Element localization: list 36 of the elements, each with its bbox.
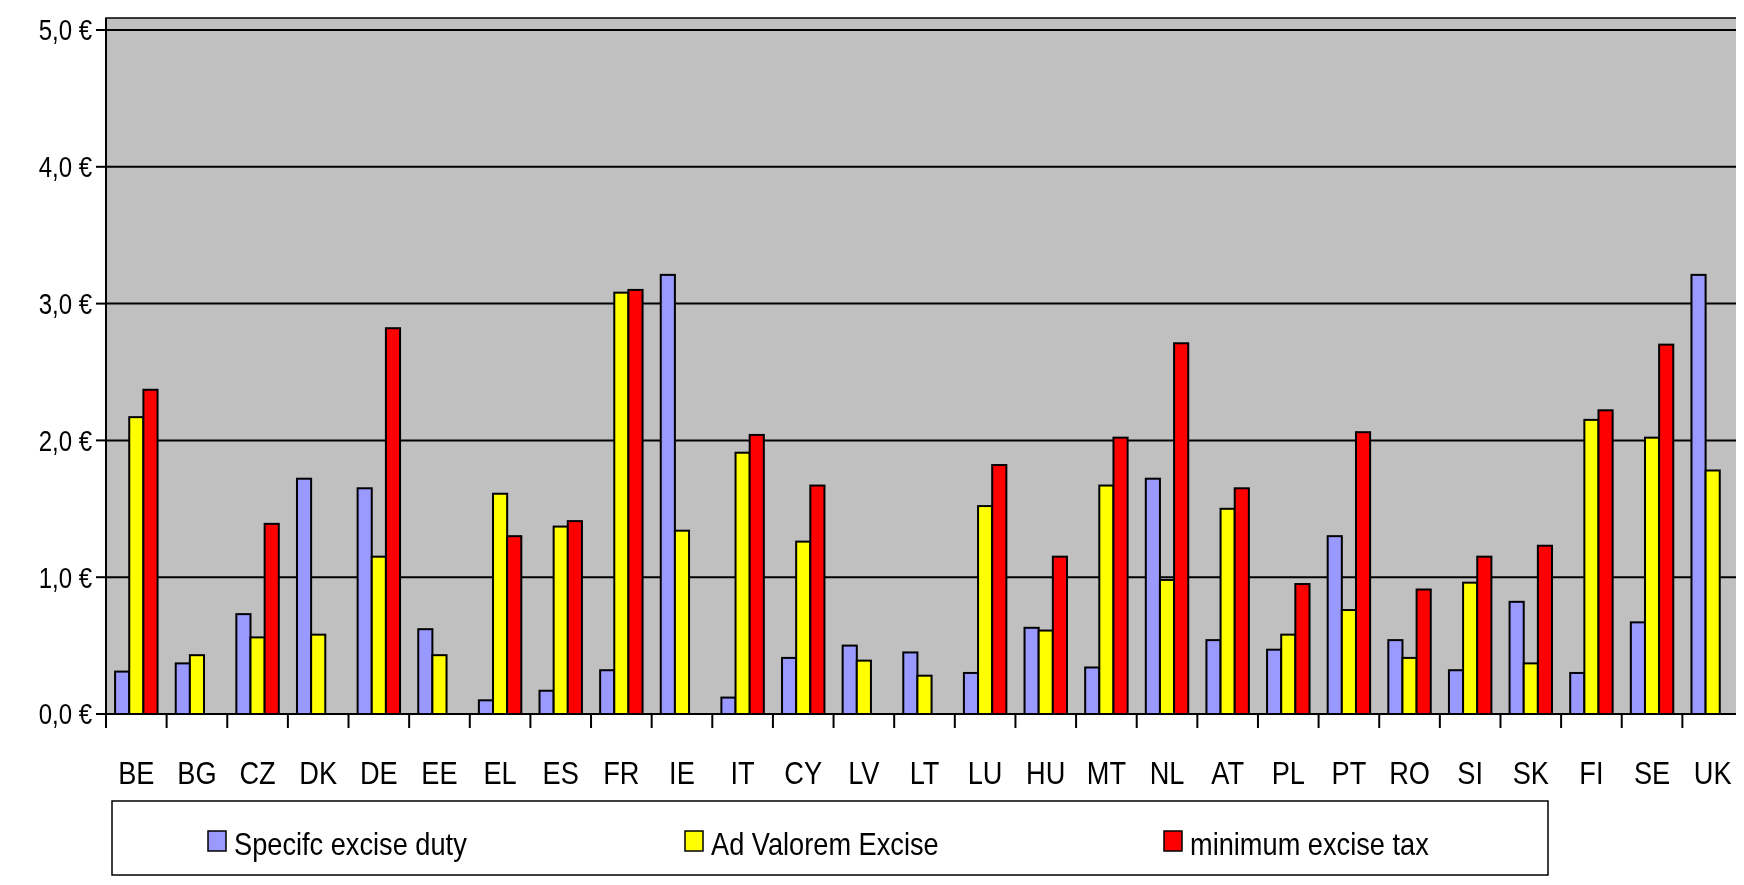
y-tick-label: 4,0 € [38,149,92,184]
legend-label: Ad Valorem Excise [711,825,939,862]
x-tick-label: MT [1086,754,1127,791]
x-tick-label: HU [1026,754,1066,791]
y-tick-label: 1,0 € [38,560,92,595]
x-tick-label: PT [1331,754,1367,791]
x-tick-label: LU [967,754,1003,791]
x-tick-label: SI [1457,754,1484,791]
x-tick-label: BG [177,754,217,791]
x-tick-label: DK [299,754,338,791]
x-tick-label: SK [1512,754,1550,791]
x-tick-label: CY [784,754,823,791]
y-tick-label: 3,0 € [38,286,92,321]
x-tick-label: FI [1579,754,1604,791]
x-tick-label: SE [1633,754,1671,791]
x-tick-label: LT [909,754,940,791]
y-tick-label: 0,0 € [38,696,92,732]
x-tick-label: RO [1389,754,1430,791]
x-tick-label: IE [669,754,695,791]
x-tick-label: IT [730,754,755,791]
x-tick-label: PL [1271,754,1305,791]
legend-label: Specifc excise duty [234,825,467,862]
x-tick-label: FR [603,754,640,791]
x-tick-label: CZ [239,754,276,791]
x-tick-label: AT [1211,754,1245,791]
x-tick-label: UK [1693,754,1732,791]
legend-label: minimum excise tax [1190,825,1429,862]
x-tick-label: EE [421,754,458,791]
x-tick-label: LV [848,754,880,791]
y-tick-label: 5,0 € [38,12,92,48]
y-tick-label: 2,0 € [38,423,92,458]
x-tick-label: ES [542,754,579,791]
x-tick-label: BE [118,754,155,791]
x-tick-label: DE [359,754,398,791]
x-tick-label: EL [483,754,517,791]
x-tick-label: NL [1149,754,1185,791]
